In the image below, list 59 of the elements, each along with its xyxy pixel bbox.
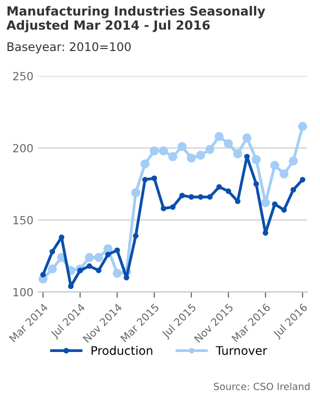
point (103, 244, 112, 254)
y-tick-label: 200 (13, 144, 33, 152)
point (170, 204, 176, 210)
point (234, 198, 240, 204)
point (40, 272, 46, 278)
point (168, 152, 178, 162)
point (132, 233, 139, 239)
y-tick-label: 150 (14, 216, 33, 224)
point (262, 230, 268, 236)
point (142, 176, 148, 182)
point (272, 201, 278, 207)
point (214, 132, 224, 141)
source-note: Source: CSO Ireland (214, 382, 310, 390)
chart-title: Manufacturing Industries Seasonally Adjusted Mar 2014 - Jul 2016 (6, 6, 266, 32)
y-tick-label: 250 (13, 72, 33, 80)
legend-label: Turnover (216, 346, 268, 355)
point (196, 150, 206, 160)
legend-label: Production (92, 346, 152, 355)
point (198, 194, 204, 200)
point (207, 194, 213, 200)
point (84, 252, 94, 262)
point (252, 155, 261, 164)
point (260, 198, 270, 208)
point (300, 176, 306, 182)
point (179, 192, 185, 198)
point (186, 154, 196, 163)
point (216, 184, 222, 190)
point (288, 156, 298, 166)
point (244, 154, 250, 160)
point (140, 159, 150, 168)
point (188, 194, 194, 200)
point (224, 139, 233, 148)
point (114, 247, 120, 254)
point (77, 268, 83, 274)
point (105, 252, 111, 258)
point (270, 160, 280, 170)
point (290, 186, 296, 193)
point (178, 142, 187, 152)
point (50, 248, 56, 254)
point (96, 268, 102, 274)
point (233, 149, 242, 158)
point (281, 207, 287, 213)
point (86, 263, 92, 269)
point (298, 122, 308, 131)
point (226, 188, 232, 194)
y-tick-label: 100 (14, 288, 33, 296)
point (160, 206, 166, 212)
point (253, 181, 259, 187)
point (280, 169, 289, 178)
point (94, 252, 104, 262)
point (242, 133, 252, 142)
point (112, 268, 122, 278)
point (150, 146, 159, 156)
point (205, 144, 214, 154)
point (159, 146, 168, 156)
point (48, 264, 57, 274)
point (131, 188, 140, 198)
chart-subtitle: Baseyear: 2010=100 (8, 42, 131, 54)
point (151, 175, 158, 182)
